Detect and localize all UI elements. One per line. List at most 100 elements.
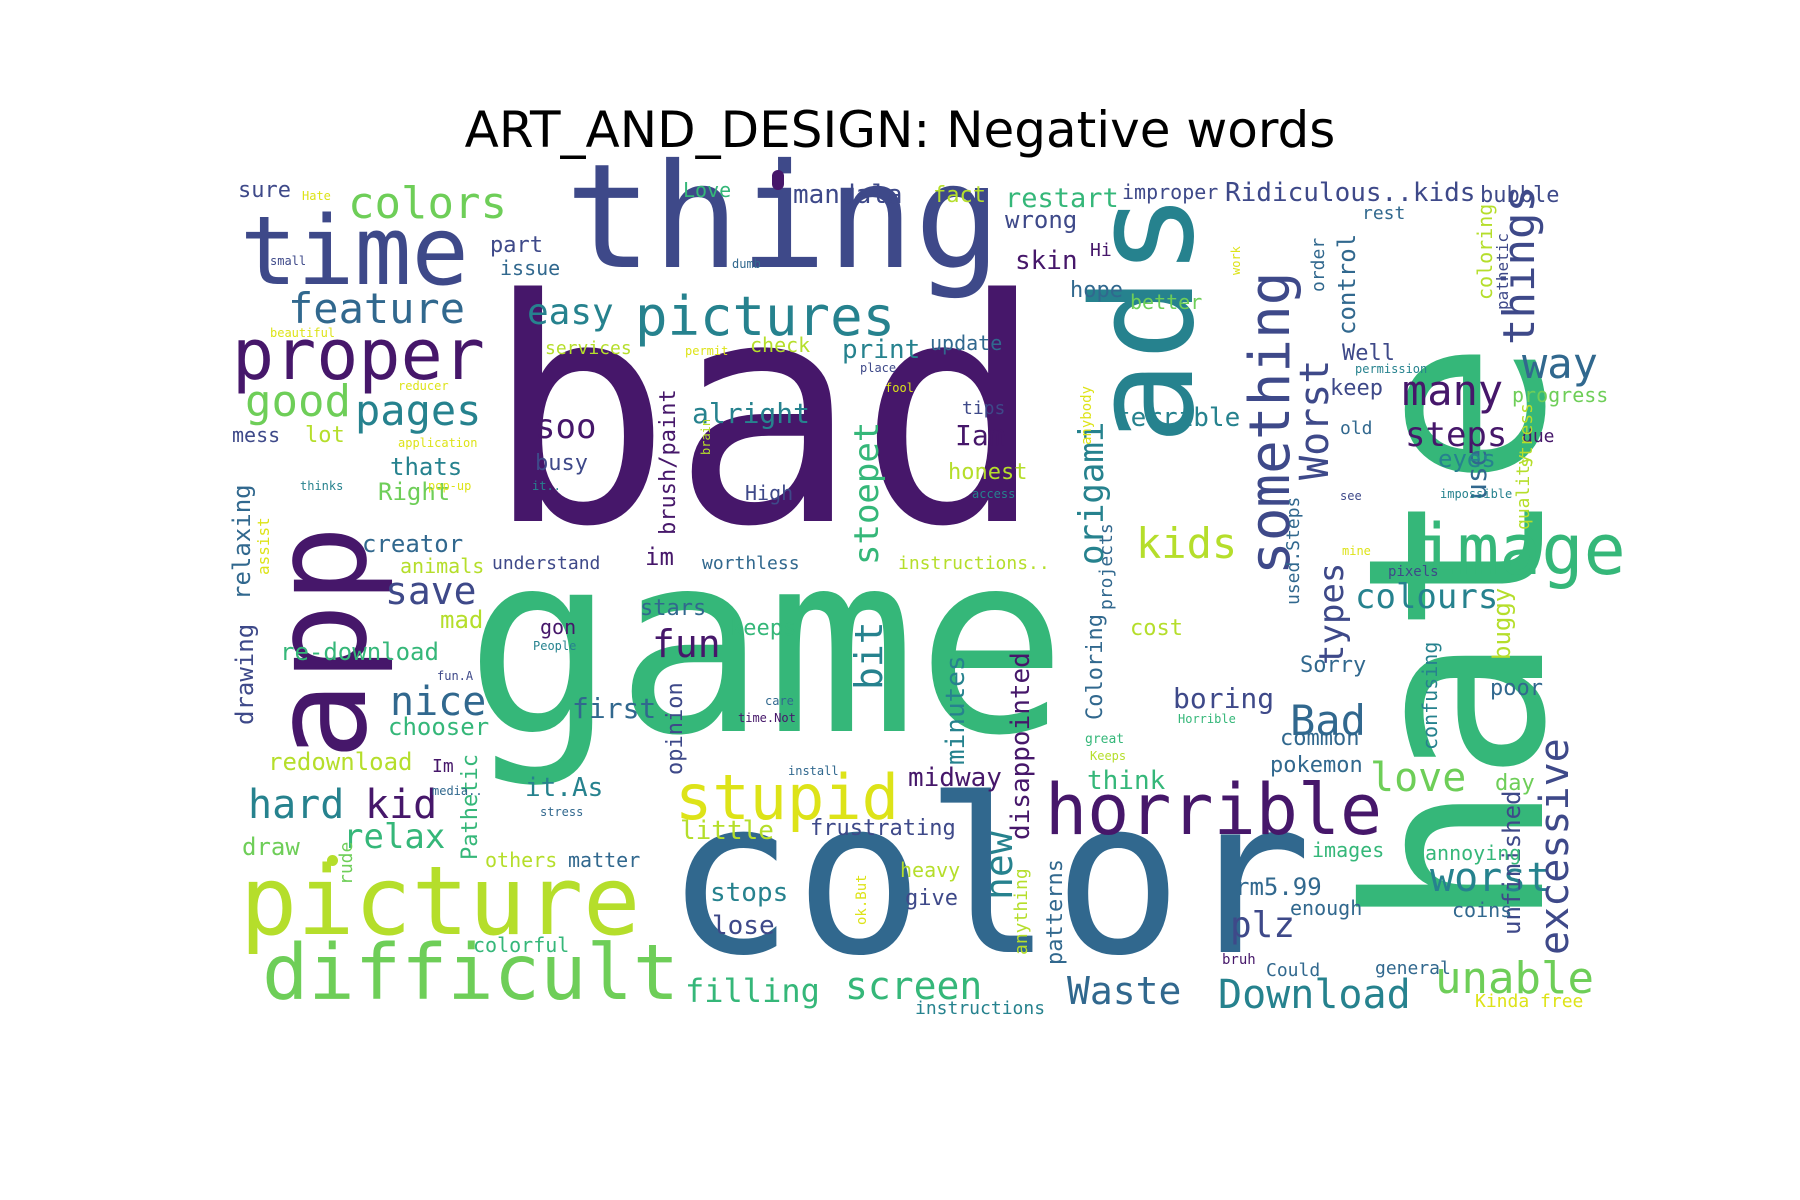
word-eyes: eyes	[1438, 445, 1496, 473]
word-pathetic: pathetic	[1493, 232, 1512, 310]
word-terrible: terrible	[1115, 403, 1241, 433]
word-poor: poor	[1490, 676, 1543, 701]
word-boring: boring	[1173, 682, 1275, 715]
word-difficult: difficult	[262, 929, 680, 1018]
word-buggy: buggy	[1488, 587, 1516, 660]
word-High: High	[745, 481, 794, 505]
word-give: give	[905, 886, 958, 911]
word-time-Not: time.Not	[738, 711, 796, 725]
word-stops: stops	[710, 878, 789, 908]
word-tips: tips	[962, 398, 1006, 419]
word-others: others	[485, 848, 558, 872]
word-work: work	[1229, 246, 1243, 275]
word-media: media..	[432, 784, 483, 798]
word-keeps: keeps	[730, 616, 797, 641]
word-save: save	[385, 569, 477, 613]
word-easy: easy	[527, 292, 614, 333]
word-cost: cost	[1130, 616, 1183, 641]
word-stupid: stupid	[675, 761, 899, 834]
word-fun-A: fun.A	[437, 669, 474, 683]
word-excessive: excessive	[1532, 738, 1578, 955]
word-Could: Could	[1266, 960, 1321, 981]
word-rude: rude	[336, 841, 357, 885]
word-coins: coins	[1452, 898, 1513, 922]
word-pokemon: pokemon	[1270, 753, 1363, 778]
word-types: types	[1312, 562, 1352, 665]
word-update: update	[930, 331, 1003, 355]
word-brush-paint: brush/paint	[656, 389, 681, 535]
word-lot: lot	[305, 423, 345, 448]
word-mandala: mandala	[793, 180, 903, 210]
word-application: application	[398, 436, 478, 450]
figure-title: ART_AND_DESIGN: Negative words	[464, 101, 1336, 159]
word-relaxing: relaxing	[228, 484, 256, 600]
word-impossible: impossible	[1440, 487, 1513, 501]
word-due: due	[1522, 426, 1555, 447]
word-bit: bit	[847, 621, 891, 690]
word-part: part	[490, 233, 543, 258]
word-better: better	[1130, 290, 1203, 314]
word-fact: fact	[933, 183, 986, 208]
word-worst: worst	[1430, 855, 1551, 901]
word-common: common	[1280, 726, 1360, 751]
word-hard: hard	[248, 782, 345, 828]
word-Bad: Bad	[1290, 696, 1366, 745]
word-reducer: reducer	[398, 379, 449, 393]
word-screen: screen	[845, 964, 983, 1008]
word-plz: plz	[1230, 905, 1296, 946]
word-color: color	[665, 752, 1313, 1003]
word-worthless: worthless	[702, 553, 800, 574]
word-care: care	[765, 694, 794, 708]
word-day: day	[1495, 771, 1535, 796]
word-kid: kid	[365, 782, 438, 828]
word-Download: Download	[1218, 972, 1411, 1018]
word-stress: stress	[540, 805, 584, 819]
word-mess: mess	[232, 423, 281, 447]
word-restart: restart	[1005, 183, 1119, 214]
word-Coloring: Coloring	[1083, 614, 1108, 720]
word-permission: permission	[1355, 362, 1428, 376]
word-time: time	[240, 197, 469, 307]
word-opinion: opinion	[663, 682, 688, 775]
word-matter: matter	[568, 848, 641, 872]
word-anything: anything	[1011, 868, 1032, 955]
word-general: general	[1375, 958, 1451, 979]
word-used-Steps: used.Steps	[1283, 496, 1304, 605]
word-colours: colours	[1355, 577, 1499, 617]
word-bad: bad	[485, 234, 1045, 595]
word-re-download: re-download	[280, 638, 439, 666]
word-honest: honest	[948, 460, 1028, 485]
word-heavy: heavy	[900, 858, 961, 882]
word-redownload: redownload	[268, 748, 413, 776]
word-thing: thing	[565, 133, 1002, 302]
word-alright: alright	[692, 397, 811, 430]
word-Love: Love	[683, 178, 732, 202]
word-instructions-dots: instructions..	[898, 553, 1050, 574]
word-images: images	[1312, 838, 1385, 862]
word-pixels: pixels	[1388, 564, 1439, 580]
word-old: old	[1340, 418, 1373, 439]
word-it-As: it.As	[525, 773, 604, 803]
word-Keeps: Keeps	[1090, 749, 1127, 763]
word-pop-up: pop-up	[428, 479, 472, 493]
word-rest: rest	[1362, 203, 1406, 224]
word-Worst: Worst	[1292, 359, 1338, 480]
word-small: small	[270, 254, 307, 268]
word-im: im	[645, 543, 674, 571]
word-first: first	[572, 692, 657, 725]
word-midway: midway	[908, 763, 1002, 793]
word-busy: busy	[535, 451, 588, 476]
word-Horrible: Horrible	[1178, 712, 1236, 726]
word-hope: hope	[1070, 278, 1123, 303]
word-proper: proper	[232, 314, 485, 396]
word-soo: soo	[535, 407, 597, 447]
word-kids: kids	[1136, 519, 1238, 568]
word-pictures: pictures	[635, 285, 896, 348]
word-game: game	[465, 499, 1068, 790]
word-gon: gon	[540, 615, 577, 639]
word-issue: issue	[500, 256, 561, 280]
word-many: many	[1402, 366, 1504, 415]
word-install: install	[788, 764, 839, 778]
word-check: check	[750, 333, 811, 357]
word-mine: mine	[1342, 544, 1371, 558]
